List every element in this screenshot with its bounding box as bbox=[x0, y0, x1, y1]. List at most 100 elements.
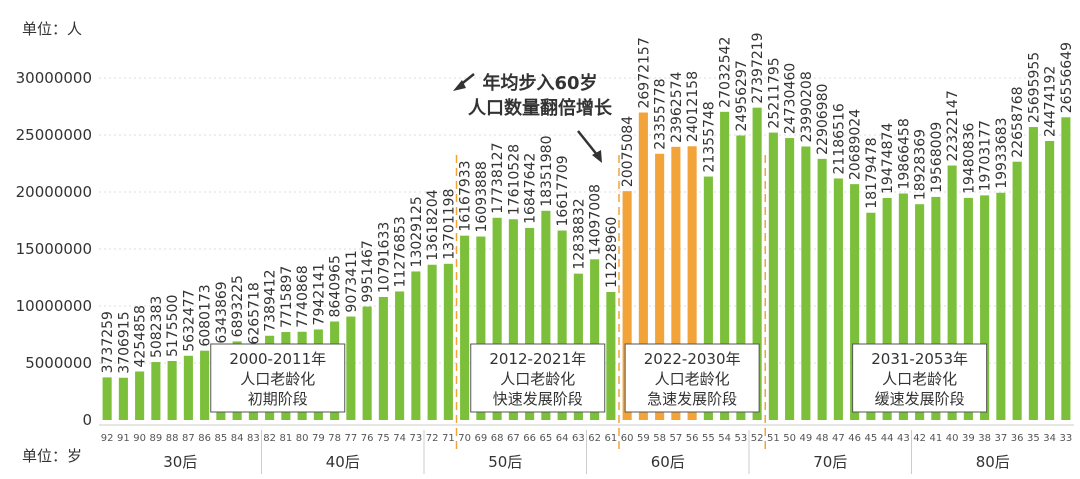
x-tick-label: 92 bbox=[101, 433, 114, 444]
y-tick-label: 25000000 bbox=[16, 126, 92, 144]
x-tick-label: 79 bbox=[312, 433, 325, 444]
x-tick-label: 44 bbox=[881, 433, 894, 444]
bar-value-label: 3706915 bbox=[116, 311, 132, 373]
bar-value-label: 17610528 bbox=[506, 144, 522, 215]
bar-value-label: 24012158 bbox=[685, 71, 701, 142]
bar-age-57 bbox=[671, 146, 681, 420]
bar-value-label: 13701198 bbox=[441, 189, 457, 260]
bar-value-label: 5082383 bbox=[149, 296, 165, 358]
x-axis: 92 91 90 89 88 87 86 85 84 83 82 81 80 79 78 77 76 75 74 73… bbox=[99, 424, 1074, 474]
bar-age-91 bbox=[118, 377, 128, 420]
bar-age-53 bbox=[736, 135, 746, 420]
x-tick-label: 61 bbox=[605, 433, 618, 444]
unit-bottom-label: 单位：岁 bbox=[22, 447, 82, 465]
bar-value-label: 4254858 bbox=[133, 305, 149, 367]
phase-text: 人口老龄化 bbox=[240, 370, 315, 388]
bar-age-66 bbox=[525, 227, 535, 420]
bar-value-label: 13618204 bbox=[425, 189, 441, 260]
x-tick-label: 54 bbox=[718, 433, 731, 444]
y-tick-label: 30000000 bbox=[16, 69, 92, 87]
phase-box-frame bbox=[470, 343, 606, 413]
bars bbox=[102, 107, 1071, 421]
bar-value-label: 21355748 bbox=[701, 101, 717, 172]
bar-age-67 bbox=[508, 219, 518, 420]
phase-box-frame bbox=[852, 343, 988, 413]
bar-value-label: 16167933 bbox=[458, 160, 474, 231]
bar-value-label: 8640965 bbox=[328, 255, 344, 317]
bar-age-74 bbox=[395, 291, 405, 420]
bar-age-45 bbox=[866, 212, 876, 420]
x-tick-label: 86 bbox=[198, 433, 211, 444]
bar-age-36 bbox=[1012, 161, 1022, 420]
x-tick-label: 62 bbox=[588, 433, 601, 444]
bar-age-52 bbox=[752, 107, 762, 421]
y-tick-label: 0 bbox=[82, 411, 92, 429]
bar-age-86 bbox=[200, 350, 210, 420]
bar-value-label: 25695955 bbox=[1026, 52, 1042, 123]
x-tick-label: 65 bbox=[540, 433, 553, 444]
bar-value-label: 14097008 bbox=[588, 184, 604, 255]
bar-value-label: 18351980 bbox=[539, 136, 555, 207]
age-group-label: 70后 bbox=[813, 453, 847, 471]
bar-value-label: 20689024 bbox=[848, 109, 864, 180]
bar-age-43 bbox=[898, 193, 908, 420]
bar-age-73 bbox=[411, 271, 421, 420]
bar-age-68 bbox=[492, 217, 502, 420]
bar-age-37 bbox=[996, 192, 1006, 420]
bar-age-39 bbox=[963, 197, 973, 420]
x-tick-label: 74 bbox=[393, 433, 406, 444]
annotation-arrowhead-1 bbox=[453, 80, 466, 91]
bar-value-label: 19474874 bbox=[880, 123, 896, 194]
bar-value-label: 22658768 bbox=[1010, 86, 1026, 157]
bar-age-33 bbox=[1061, 117, 1071, 420]
x-tick-label: 52 bbox=[751, 433, 764, 444]
bar-age-50 bbox=[785, 138, 795, 420]
bar-value-label: 10791633 bbox=[376, 222, 392, 293]
x-tick-label: 40 bbox=[946, 433, 959, 444]
x-tick-label: 37 bbox=[995, 433, 1008, 444]
bar-value-label: 3737259 bbox=[100, 311, 116, 373]
x-tick-label: 38 bbox=[978, 433, 991, 444]
bar-age-72 bbox=[427, 264, 437, 420]
bar-value-label: 9951467 bbox=[360, 240, 376, 302]
bar-value-label: 19703177 bbox=[978, 120, 994, 191]
bar-age-87 bbox=[183, 355, 193, 420]
x-tick-label: 64 bbox=[556, 433, 569, 444]
y-axis-ticks: 0 5000000 10000000 15000000 20000000 25000000… bbox=[16, 69, 92, 429]
bar-value-label: 7942141 bbox=[311, 263, 327, 325]
phase-text: 人口老龄化 bbox=[655, 370, 730, 388]
x-tick-label: 66 bbox=[523, 433, 536, 444]
bar-age-88 bbox=[167, 360, 177, 420]
phase-text: 人口老龄化 bbox=[500, 370, 575, 388]
x-tick-label: 49 bbox=[800, 433, 813, 444]
phase-dividers bbox=[455, 155, 766, 452]
bar-value-label: 16617709 bbox=[555, 155, 571, 226]
x-tick-label: 70 bbox=[458, 433, 471, 444]
phase-text: 缓速发展阶段 bbox=[875, 390, 965, 408]
x-tick-label: 88 bbox=[166, 433, 179, 444]
x-tick-label: 39 bbox=[962, 433, 975, 444]
bar-age-90 bbox=[135, 371, 145, 420]
x-tick-label: 36 bbox=[1011, 433, 1024, 444]
x-tick-label: 78 bbox=[328, 433, 341, 444]
x-tick-label: 68 bbox=[491, 433, 504, 444]
bar-value-label: 22906980 bbox=[815, 84, 831, 155]
bar-value-label: 7389412 bbox=[263, 269, 279, 331]
bar-age-71 bbox=[443, 263, 453, 420]
bar-value-label: 23962574 bbox=[669, 71, 685, 142]
bar-age-65 bbox=[541, 210, 551, 420]
x-tick-label: 73 bbox=[410, 433, 423, 444]
bar-age-41 bbox=[931, 196, 941, 420]
phase-text: 2022-2030年 bbox=[644, 350, 741, 368]
x-tick-label: 91 bbox=[117, 433, 130, 444]
growth-annotation: 年均步入60岁 人口数量翻倍增长 bbox=[453, 72, 613, 163]
bar-value-label: 16847642 bbox=[523, 153, 539, 224]
y-tick-label: 20000000 bbox=[16, 183, 92, 201]
bar-value-label: 21186516 bbox=[831, 103, 847, 174]
bar-age-56 bbox=[687, 146, 697, 420]
x-tick-label: 80 bbox=[296, 433, 309, 444]
